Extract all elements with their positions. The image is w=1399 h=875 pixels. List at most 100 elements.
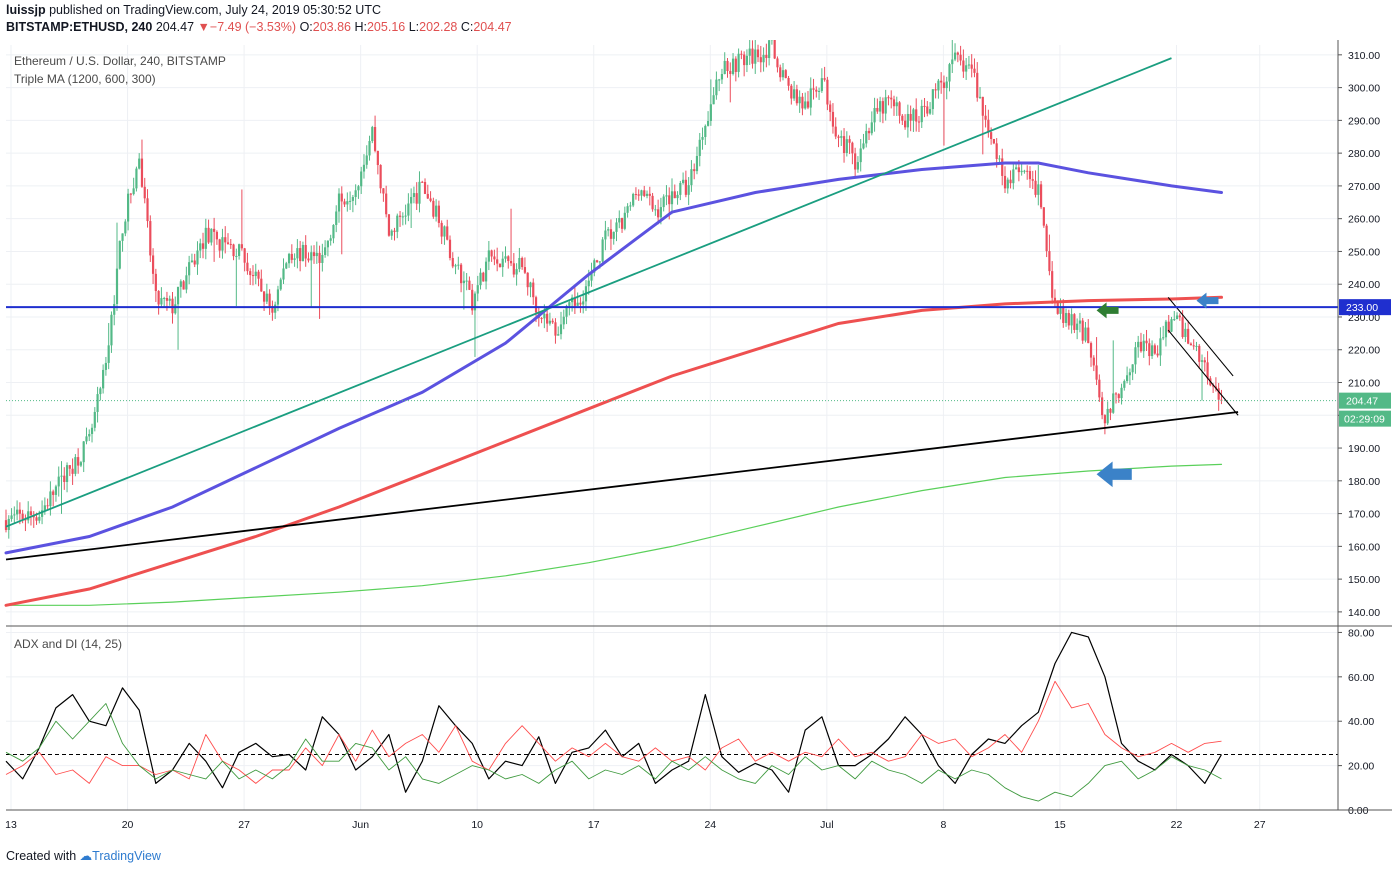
candle-body <box>282 268 285 280</box>
candle-body <box>637 194 640 196</box>
candle-body <box>595 260 599 263</box>
candle-body <box>856 162 860 170</box>
candle-body <box>740 53 743 55</box>
low-label: L: <box>408 20 420 34</box>
candle-body <box>412 193 416 197</box>
candle-body <box>1181 317 1184 338</box>
candle-body <box>548 320 551 324</box>
candle-body <box>1159 338 1162 356</box>
candle-body <box>432 200 435 217</box>
tradingview-brand-link[interactable]: TradingView <box>92 849 161 863</box>
candle-body <box>27 511 30 521</box>
adx-pane <box>5 631 1338 802</box>
candle-body <box>182 281 185 290</box>
candle-body <box>301 244 305 262</box>
candle-body <box>679 183 682 195</box>
last-price: 204.47 <box>155 20 195 34</box>
x-tick-label: 17 <box>588 819 600 831</box>
candle-body <box>701 137 704 140</box>
candle-body <box>562 316 565 325</box>
candle-body <box>290 253 293 260</box>
candle-body <box>487 250 490 262</box>
author-name[interactable]: luissjp <box>6 3 46 17</box>
candle-body <box>981 96 984 116</box>
candle-body <box>404 215 407 217</box>
candle-body <box>840 136 843 138</box>
candle-body <box>448 239 452 259</box>
y-tick-label: 250.00 <box>1348 246 1380 258</box>
candle-body <box>720 74 724 80</box>
down-triangle-icon: ▼ <box>197 20 210 34</box>
candle-body <box>1067 313 1070 326</box>
candle-body <box>124 221 127 234</box>
candle-body <box>1078 320 1082 324</box>
candle-body <box>457 264 460 266</box>
candle-body <box>340 193 343 202</box>
candle-body <box>1142 340 1145 352</box>
candle-body <box>468 280 471 290</box>
x-tick-label: 8 <box>940 819 946 831</box>
candle-body <box>171 298 174 314</box>
adx-y-tick-label: 80.00 <box>1348 627 1374 639</box>
tradingview-logo-icon: ☁ <box>79 849 93 863</box>
candle-body <box>634 194 638 196</box>
candle-body <box>540 318 543 320</box>
candle-body <box>1015 167 1018 170</box>
candle-body <box>484 261 488 282</box>
candle-body <box>743 54 746 66</box>
candle-body <box>1153 345 1156 354</box>
candle-body <box>1189 343 1193 346</box>
candle-body <box>1059 307 1062 314</box>
y-tick-label: 220.00 <box>1348 345 1380 357</box>
candle-body <box>218 239 221 251</box>
candle-body <box>765 54 768 59</box>
candle-body <box>132 188 135 195</box>
candle-body <box>188 262 191 276</box>
candle-body <box>226 242 230 244</box>
candle-body <box>207 227 210 243</box>
candle-body <box>940 80 943 83</box>
candle-body <box>990 132 993 140</box>
candle-body <box>1112 393 1115 413</box>
candle-body <box>154 273 157 291</box>
candle-body <box>271 306 274 313</box>
candle-body <box>1017 167 1020 173</box>
chart-canvas[interactable]: 13 20 27 Jun 10 17 24 Jul 8 15 22 27 140.00 150.00 160… <box>0 40 1399 840</box>
candle-body <box>912 109 915 121</box>
candle-body <box>38 516 41 521</box>
candle-body <box>138 158 141 169</box>
candle-body <box>357 186 360 191</box>
y-tick-label: 310.00 <box>1348 50 1380 62</box>
candle-body <box>257 271 260 279</box>
candle-body <box>623 212 626 229</box>
candle-body <box>620 218 624 229</box>
candle-body <box>1167 321 1170 332</box>
candle-body <box>754 49 757 64</box>
candle-body <box>576 302 579 306</box>
y-tick-label: 150.00 <box>1348 574 1380 586</box>
candle-body <box>410 196 413 204</box>
arrow-left-icon <box>1196 292 1219 309</box>
candle-body <box>1037 184 1040 195</box>
candle-body <box>1028 171 1032 180</box>
candle-body <box>534 297 538 313</box>
candle-body <box>79 462 83 466</box>
candle-body <box>343 201 346 205</box>
candle-body <box>1173 319 1176 321</box>
candle-body <box>163 298 166 300</box>
candle-body <box>321 254 324 263</box>
candle-body <box>299 248 302 262</box>
candle-body <box>476 285 479 294</box>
candle-body <box>640 190 643 196</box>
candle-body <box>279 279 282 290</box>
candle-body <box>1095 365 1098 380</box>
candle-body <box>1056 302 1059 314</box>
candle-body <box>146 198 149 222</box>
candle-body <box>973 68 976 73</box>
candle-body <box>204 227 207 249</box>
candle-body <box>185 275 188 290</box>
candle-body <box>992 139 995 144</box>
x-tick-label: 10 <box>471 819 483 831</box>
candle-body <box>726 60 729 71</box>
candle-body <box>490 250 493 257</box>
